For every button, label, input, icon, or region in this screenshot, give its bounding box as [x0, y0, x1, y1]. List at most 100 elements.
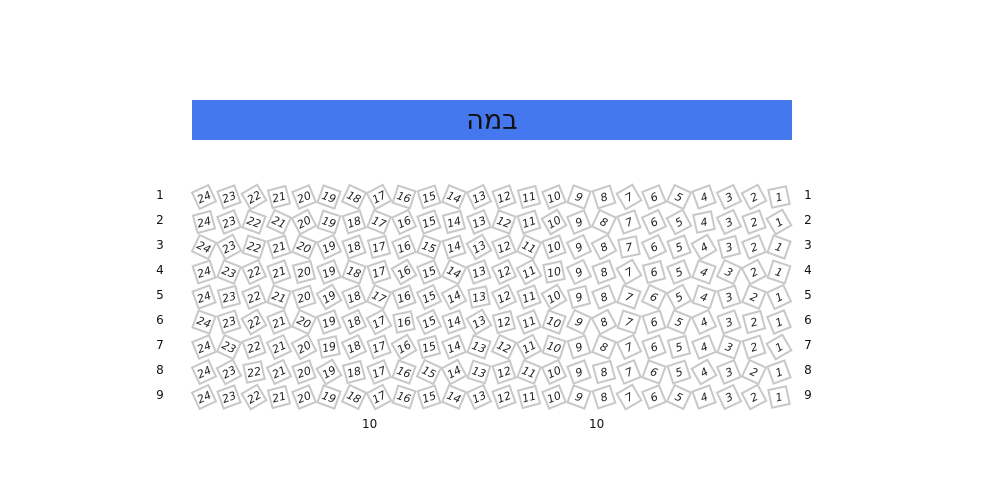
seat[interactable]: 18: [340, 308, 368, 336]
seat[interactable]: 22: [241, 209, 267, 235]
seat[interactable]: 2: [741, 309, 767, 335]
seat[interactable]: 8: [591, 359, 617, 385]
seat[interactable]: 5: [665, 183, 693, 211]
seat[interactable]: 13: [465, 208, 493, 236]
seat[interactable]: 2: [741, 334, 767, 360]
seat[interactable]: 24: [191, 284, 217, 310]
seat[interactable]: 20: [290, 383, 318, 411]
seat[interactable]: 1: [766, 259, 792, 285]
seat[interactable]: 8: [591, 259, 617, 285]
seat[interactable]: 11: [516, 209, 542, 235]
seat[interactable]: 9: [566, 384, 592, 410]
seat[interactable]: 5: [666, 234, 692, 260]
seat[interactable]: 11: [515, 308, 543, 336]
seat[interactable]: 2: [741, 209, 767, 235]
seat[interactable]: 6: [640, 233, 668, 261]
seat[interactable]: 7: [616, 209, 642, 235]
seat[interactable]: 21: [265, 333, 293, 361]
seat[interactable]: 13: [465, 233, 493, 261]
seat[interactable]: 23: [215, 358, 243, 386]
seat[interactable]: 5: [666, 334, 692, 360]
seat[interactable]: 1: [766, 234, 792, 260]
seat[interactable]: 12: [490, 283, 518, 311]
seat[interactable]: 20: [290, 183, 318, 211]
seat[interactable]: 19: [315, 233, 343, 261]
seat[interactable]: 23: [215, 333, 243, 361]
seat[interactable]: 10: [540, 208, 568, 236]
seat[interactable]: 7: [615, 258, 643, 286]
seat[interactable]: 18: [341, 359, 367, 385]
seat[interactable]: 5: [665, 383, 693, 411]
seat[interactable]: 10: [541, 234, 567, 260]
seat[interactable]: 15: [415, 258, 443, 286]
seat[interactable]: 24: [190, 233, 218, 261]
seat[interactable]: 17: [365, 208, 393, 236]
seat[interactable]: 24: [190, 383, 218, 411]
seat[interactable]: 11: [516, 284, 542, 310]
seat[interactable]: 17: [366, 334, 392, 360]
seat[interactable]: 1: [765, 333, 793, 361]
seat[interactable]: 6: [641, 359, 667, 385]
seat[interactable]: 14: [441, 309, 467, 335]
seat[interactable]: 3: [716, 309, 742, 335]
seat[interactable]: 21: [265, 308, 293, 336]
seat[interactable]: 22: [241, 234, 267, 260]
seat[interactable]: 14: [440, 183, 468, 211]
seat[interactable]: 15: [416, 234, 442, 260]
seat[interactable]: 2: [740, 233, 768, 261]
seat[interactable]: 10: [541, 309, 567, 335]
seat[interactable]: 9: [566, 334, 592, 360]
seat[interactable]: 14: [441, 209, 467, 235]
seat[interactable]: 9: [566, 184, 592, 210]
seat[interactable]: 4: [691, 284, 717, 310]
seat[interactable]: 18: [340, 183, 368, 211]
seat[interactable]: 8: [591, 384, 617, 410]
seat[interactable]: 7: [615, 333, 643, 361]
seat[interactable]: 10: [540, 183, 568, 211]
seat[interactable]: 3: [715, 183, 743, 211]
seat[interactable]: 21: [265, 358, 293, 386]
seat[interactable]: 15: [415, 358, 443, 386]
seat[interactable]: 16: [391, 184, 417, 210]
seat[interactable]: 13: [466, 359, 492, 385]
seat[interactable]: 9: [565, 208, 593, 236]
seat[interactable]: 7: [615, 358, 643, 386]
seat[interactable]: 21: [266, 234, 292, 260]
seat[interactable]: 2: [740, 258, 768, 286]
seat[interactable]: 4: [692, 210, 716, 234]
seat[interactable]: 22: [240, 283, 268, 311]
seat[interactable]: 10: [540, 283, 568, 311]
seat[interactable]: 12: [491, 309, 517, 335]
seat[interactable]: 21: [266, 384, 292, 410]
seat[interactable]: 7: [615, 383, 643, 411]
seat[interactable]: 18: [340, 383, 368, 411]
seat[interactable]: 20: [291, 259, 317, 285]
seat[interactable]: 12: [491, 209, 517, 235]
seat[interactable]: 18: [341, 234, 367, 260]
seat[interactable]: 6: [640, 283, 668, 311]
seat[interactable]: 16: [390, 208, 418, 236]
seat[interactable]: 6: [641, 309, 667, 335]
seat[interactable]: 17: [366, 259, 392, 285]
seat[interactable]: 17: [365, 383, 393, 411]
seat[interactable]: 16: [392, 310, 416, 334]
seat[interactable]: 5: [665, 308, 693, 336]
seat[interactable]: 17: [365, 283, 393, 311]
seat[interactable]: 9: [565, 233, 593, 261]
seat[interactable]: 15: [416, 384, 442, 410]
seat[interactable]: 13: [465, 183, 493, 211]
seat[interactable]: 1: [765, 208, 793, 236]
seat[interactable]: 3: [715, 258, 743, 286]
seat[interactable]: 1: [767, 385, 791, 409]
seat[interactable]: 10: [542, 260, 566, 284]
seat[interactable]: 8: [590, 333, 618, 361]
seat[interactable]: 14: [440, 258, 468, 286]
seat[interactable]: 15: [415, 283, 443, 311]
seat[interactable]: 3: [716, 284, 742, 310]
seat[interactable]: 2: [740, 383, 768, 411]
seat[interactable]: 4: [690, 333, 718, 361]
seat[interactable]: 13: [466, 259, 492, 285]
seat[interactable]: 22: [240, 308, 268, 336]
seat[interactable]: 2: [740, 283, 768, 311]
seat[interactable]: 24: [191, 309, 217, 335]
